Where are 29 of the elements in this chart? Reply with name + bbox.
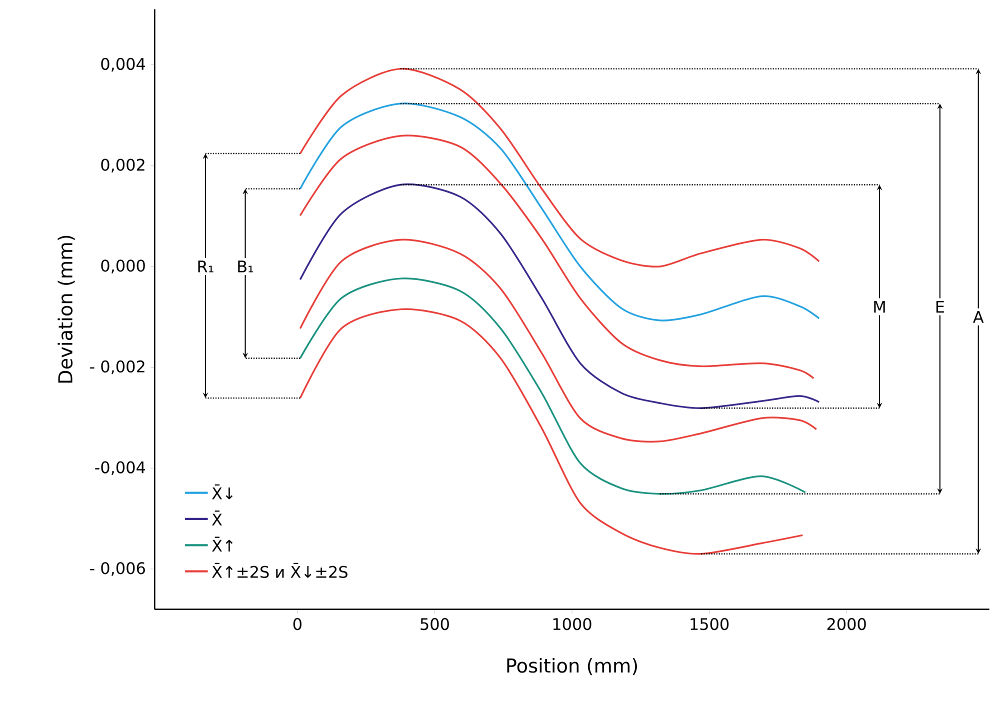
- annotation: E: [936, 300, 944, 313]
- x-tick-label: 0: [293, 618, 302, 630]
- x-tick-label: 1000: [553, 618, 592, 630]
- legend-label: X̄: [212, 510, 222, 526]
- legend-label: X̄↓: [212, 484, 233, 500]
- y-tick-label: -0,004: [95, 461, 146, 476]
- line-series: [299, 134, 814, 380]
- x-tick-label: 1500: [690, 618, 729, 630]
- y-tick-label: 0,000: [101, 260, 145, 274]
- y-axis-title: Deviation (mm): [58, 236, 75, 383]
- line-series: [299, 68, 820, 268]
- x-tick-label: 500: [420, 618, 449, 630]
- y-tick-label: - 0,006: [90, 562, 145, 576]
- annotation: M: [874, 300, 885, 313]
- y-tick-label: 0,002: [101, 158, 144, 172]
- legend-label: X̄↑: [212, 536, 233, 552]
- annotation: R₁: [198, 260, 214, 272]
- annotation: A: [973, 311, 984, 323]
- legend-label: X̄↑±2S и X̄↓±2S: [212, 562, 348, 578]
- line-series: [299, 102, 820, 322]
- x-axis-title: Position (mm): [507, 658, 637, 676]
- line-series: [299, 308, 804, 555]
- y-tick-label: - 0,002: [90, 360, 144, 374]
- x-tick-label: 2000: [827, 618, 866, 630]
- line-series: [299, 278, 806, 495]
- line-series: [299, 238, 818, 443]
- line-series: [299, 184, 820, 410]
- y-tick-label: 0,004: [101, 58, 146, 72]
- annotation: B₁: [238, 260, 254, 272]
